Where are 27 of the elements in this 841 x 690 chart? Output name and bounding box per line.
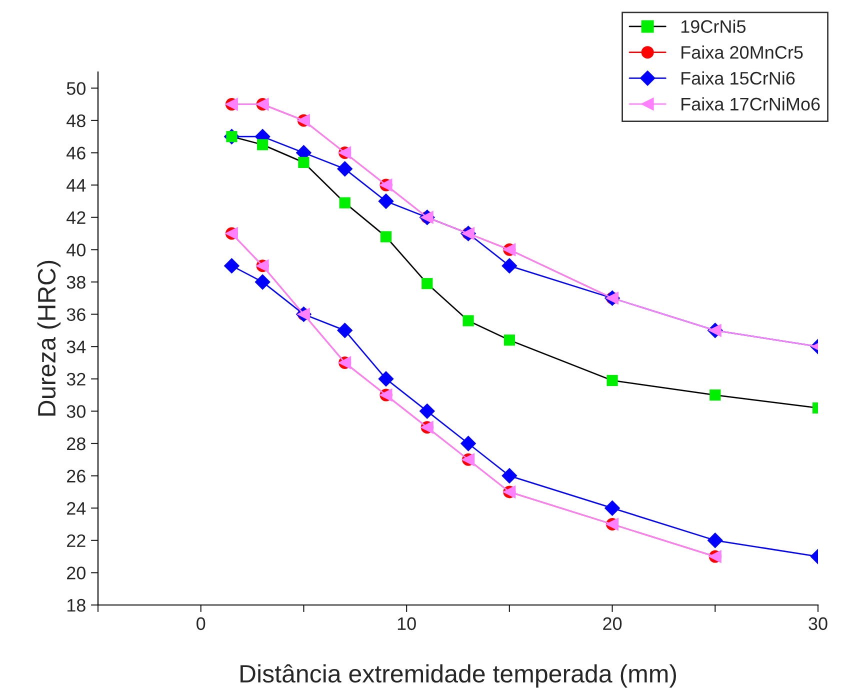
y-tick-label: 48 bbox=[66, 114, 86, 128]
y-tick-label: 38 bbox=[66, 276, 86, 289]
y-tick-label: 26 bbox=[67, 470, 86, 483]
y-tick-label: 40 bbox=[66, 244, 86, 256]
x-tick-label: 10 bbox=[398, 617, 416, 630]
x-tick-label: 20 bbox=[603, 617, 622, 630]
y-tick-label: 20 bbox=[67, 566, 86, 580]
y-tick-label: 30 bbox=[66, 405, 86, 418]
x-tick-label: 0 bbox=[196, 617, 206, 630]
y-tick-label: 36 bbox=[66, 308, 86, 321]
y-tick-label: 18 bbox=[67, 598, 86, 612]
legend-label: Faixa 20MnCr5 bbox=[682, 46, 803, 59]
y-tick-label: 24 bbox=[67, 502, 86, 515]
y-tick-label: 34 bbox=[66, 340, 86, 354]
y-tick-label: 46 bbox=[66, 146, 86, 160]
y-tick-label: 32 bbox=[66, 372, 86, 386]
x-tick-label: 30 bbox=[808, 617, 828, 630]
y-tick-label: 28 bbox=[67, 437, 86, 450]
y-tick-label: 22 bbox=[67, 534, 86, 547]
x-axis-title: Distância extremidade temperada (mm) bbox=[240, 664, 676, 688]
legend-label: Faixa 17CrNiMo6 bbox=[682, 97, 820, 111]
legend-label: Faixa 15CrNi6 bbox=[682, 71, 795, 85]
y-tick-label: 50 bbox=[66, 82, 86, 95]
y-tick-label: 42 bbox=[66, 211, 86, 224]
y-tick-label: 44 bbox=[66, 179, 86, 192]
legend-label: 19CrNi5 bbox=[681, 20, 746, 33]
y-axis-title: Dureza (HRC) bbox=[37, 260, 61, 416]
